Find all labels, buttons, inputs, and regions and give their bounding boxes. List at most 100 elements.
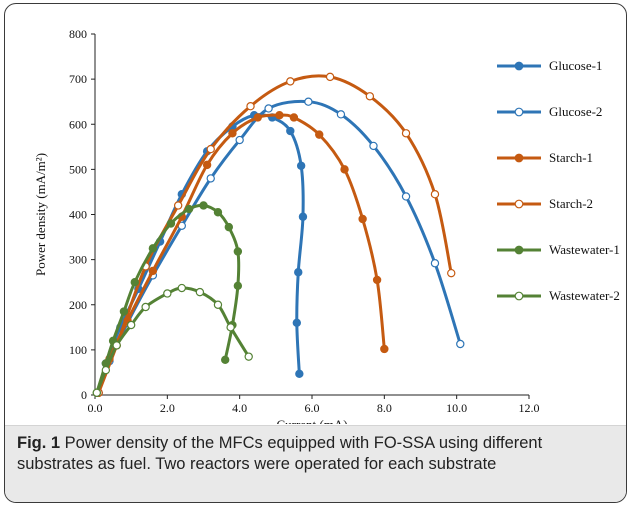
legend-label: Wastewater-1 [549,242,620,257]
y-tick-label: 200 [69,298,87,312]
series-wastewater-2 [92,283,253,397]
legend-label: Wastewater-2 [549,288,620,303]
data-point [195,287,205,297]
data-point [304,97,313,106]
data-point [340,165,349,174]
x-tick-label: 0.0 [88,401,103,415]
data-point [430,259,440,268]
data-point [401,129,411,138]
series-line [97,74,453,394]
legend-marker [514,245,524,255]
chart-legend: Glucose-1 Glucose-2 Starch-1 Starch-2 Wastew… [497,58,620,303]
x-tick-label: 6.0 [305,401,320,415]
data-point [289,113,299,122]
data-point [296,161,306,170]
data-point [177,283,186,293]
data-point [430,189,440,199]
series-starch-1 [94,111,389,397]
y-axis-title: Power density (mA/m²) [33,153,48,276]
y-tick-label: 700 [69,72,87,86]
data-point [401,192,411,201]
data-point [141,302,150,312]
data-point [336,110,346,119]
chart-plot-area [92,72,465,397]
data-point [315,130,324,139]
figure-caption: Fig. 1 Power density of the MFCs equippe… [17,433,617,475]
series-starch-2 [94,72,456,397]
data-point [206,144,215,154]
data-point [213,300,223,309]
data-point [298,212,308,221]
legend-marker [514,107,524,117]
data-point [184,204,194,214]
x-axis-title: Current (mA) [276,417,347,424]
y-tick-label: 300 [69,253,87,267]
figure-label: Fig. 1 [17,434,61,452]
y-tick-label: 400 [69,208,87,222]
legend-marker [514,199,524,209]
data-point [233,281,243,290]
data-point [199,201,208,210]
legend-item: Wastewater-1 [497,242,620,257]
series-line [97,113,305,394]
data-point [233,247,243,256]
data-point [213,208,223,217]
data-point [226,323,235,332]
data-point [358,214,367,224]
data-point [295,369,304,378]
legend-item: Starch-1 [497,150,593,165]
data-point [244,352,253,361]
legend-item: Wastewater-2 [497,288,620,303]
series-glucose-1 [94,111,308,397]
data-point [148,266,158,276]
data-point [163,289,172,298]
legend-marker [514,291,524,301]
legend-marker [514,153,524,163]
data-point [126,320,136,330]
data-point [456,339,465,349]
data-point [166,219,176,228]
series-line [97,113,386,394]
x-tick-label: 8.0 [377,401,392,415]
data-point [275,111,284,120]
legend-label: Glucose-2 [549,104,602,119]
y-tick-label: 600 [69,117,87,131]
data-point [246,101,255,111]
data-point [92,388,102,397]
y-tick-label: 800 [69,27,87,41]
x-tick-label: 10.0 [446,401,467,415]
x-tick-label: 4.0 [232,401,247,415]
data-point [220,355,230,365]
data-point [235,135,244,145]
legend-label: Starch-1 [549,150,593,165]
data-point [202,160,212,170]
data-point [130,277,139,287]
data-point [173,201,183,210]
legend-marker [514,61,524,71]
data-point [365,92,375,101]
data-point [228,129,237,138]
data-point [148,244,158,253]
data-point [447,268,456,278]
chart-axes: 0 100 200 300 400 500 600 700 800 0.0 2.0 4.0 6.0 8.0… [33,27,540,424]
series-line [95,203,241,394]
legend-item: Starch-2 [497,196,593,211]
legend-item: Glucose-2 [497,104,602,119]
data-point [206,174,215,183]
data-point [292,318,302,327]
data-point [101,365,111,375]
legend-label: Starch-2 [549,196,593,211]
series-wastewater-1 [92,201,243,397]
data-point [253,113,262,122]
caption-box [5,425,626,502]
data-point [325,72,335,82]
data-point [119,307,129,316]
data-point [112,341,121,350]
caption-text: Power density of the MFCs equipped with … [17,434,543,473]
data-point [286,77,295,86]
data-point [294,268,303,277]
data-point [264,104,273,113]
data-point [286,126,295,136]
legend-label: Glucose-1 [549,58,602,73]
power-density-chart: 0 100 200 300 400 500 600 700 800 0.0 2.0 4.0 6.0 8.0… [33,27,620,424]
